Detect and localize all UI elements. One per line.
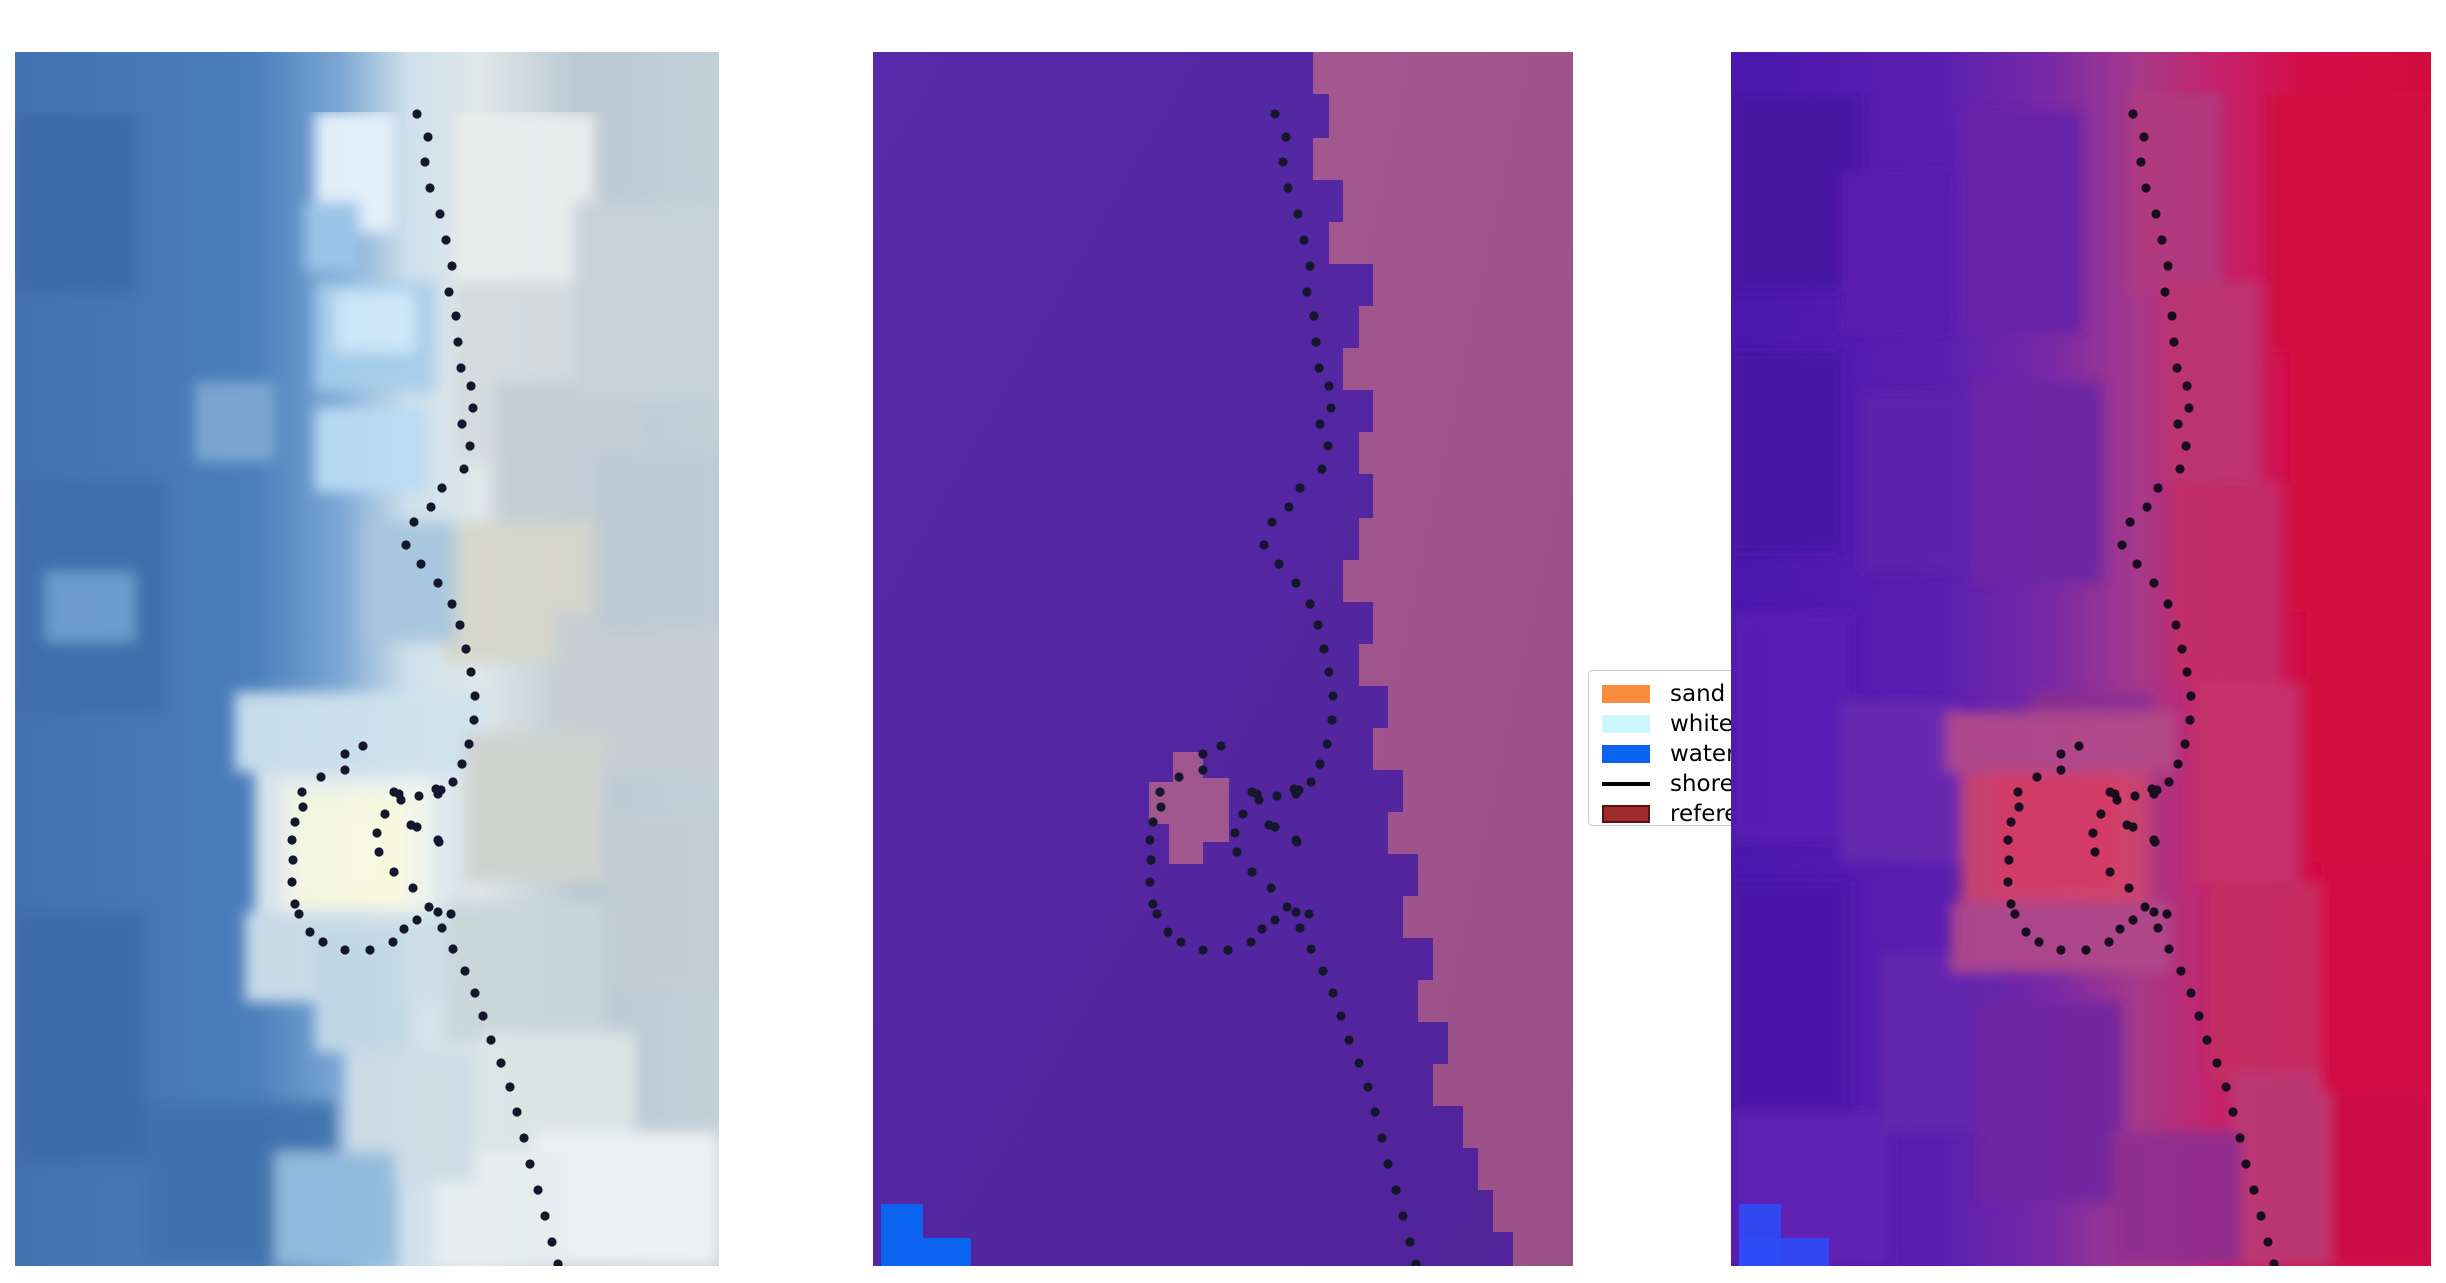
legend-label-sand: sand xyxy=(1670,681,1726,707)
shoreline-dots xyxy=(287,109,563,1266)
shoreline-dots xyxy=(1145,109,1421,1266)
shoreline-line-icon xyxy=(1599,769,1653,799)
legend-item-water: water xyxy=(1599,739,1736,769)
panel-sar0743: sar0743 xyxy=(15,52,719,1266)
legend-item-shoreline: shoreline xyxy=(1599,769,1775,799)
panel-l5: L5 xyxy=(1731,52,2431,1266)
legend-item-sand: sand xyxy=(1599,679,1727,709)
legend: sand whitewater water shoreline referenc… xyxy=(1588,670,1892,829)
water-class-patch xyxy=(881,1204,971,1266)
legend-item-whitewater: whitewater xyxy=(1599,709,1798,739)
water-swatch-icon xyxy=(1599,739,1653,769)
reference-swatch-icon xyxy=(1599,799,1653,829)
panel-classification: 1990-09-12-09-26-23 xyxy=(873,52,1573,1266)
shoreline-dots xyxy=(2003,109,2279,1266)
classification-raster-image xyxy=(873,52,1573,1266)
legend-label-water: water xyxy=(1670,741,1736,767)
whitewater-swatch-icon xyxy=(1599,709,1653,739)
water-class-patch xyxy=(1739,1204,1829,1266)
sand-swatch-icon xyxy=(1599,679,1653,709)
legend-item-reference-shoreline: reference shoreline xyxy=(1599,799,1892,829)
sar-raster-image xyxy=(15,52,719,1266)
l5-raster-image xyxy=(1731,52,2431,1266)
